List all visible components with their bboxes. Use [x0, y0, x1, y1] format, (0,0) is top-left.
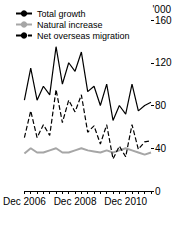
- svg-text:Dec 2010: Dec 2010: [104, 196, 147, 207]
- svg-text:Natural increase: Natural increase: [37, 20, 103, 30]
- svg-text:120: 120: [155, 57, 172, 68]
- svg-text:160: 160: [155, 15, 172, 26]
- svg-text:Dec 2006: Dec 2006: [3, 196, 46, 207]
- svg-text:'000: '000: [152, 4, 171, 15]
- svg-text:Dec 2008: Dec 2008: [54, 196, 97, 207]
- svg-text:80: 80: [155, 100, 167, 111]
- svg-text:40: 40: [155, 143, 167, 154]
- svg-text:0: 0: [155, 186, 161, 197]
- svg-text:Total growth: Total growth: [37, 9, 86, 19]
- svg-text:Net overseas migration: Net overseas migration: [37, 31, 130, 41]
